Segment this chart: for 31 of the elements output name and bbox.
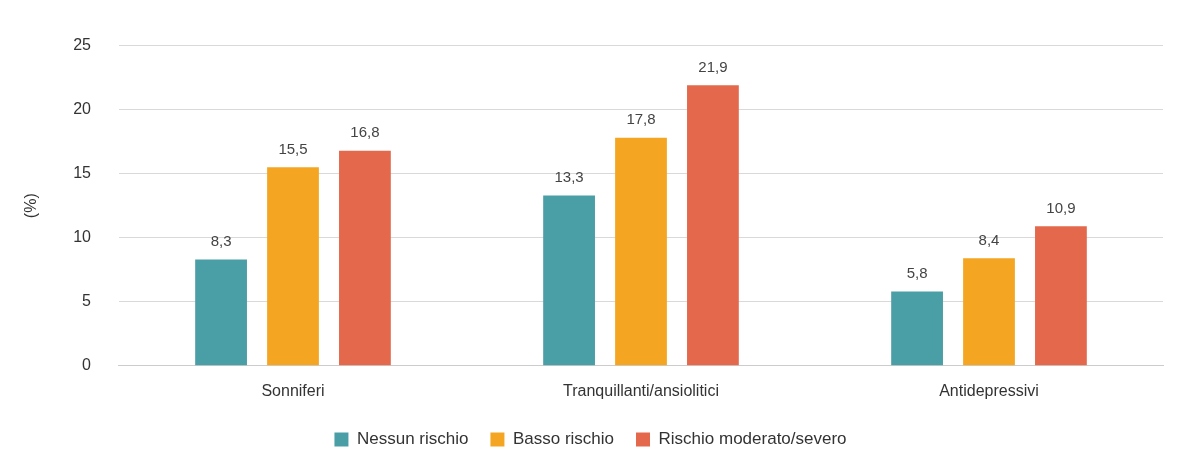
x-tick-label: Sonniferi [261, 381, 325, 399]
data-label: 21,9 [698, 57, 728, 75]
x-tick-label: Tranquillanti/ansiolitici [563, 381, 719, 399]
bar [339, 150, 391, 366]
data-label: 13,3 [554, 168, 584, 186]
y-tick-label: 15 [73, 164, 92, 182]
legend-label: Basso rischio [512, 429, 615, 449]
data-label: 17,8 [626, 110, 656, 128]
bar [963, 258, 1015, 366]
bar [1035, 226, 1087, 366]
legend-label: Nessun rischio [356, 429, 469, 449]
data-label: 16,8 [350, 123, 380, 141]
bar [267, 167, 319, 366]
y-tick-label: 20 [73, 100, 92, 118]
data-label: 10,9 [1046, 198, 1076, 216]
y-axis-title: (%) [22, 193, 40, 219]
bar [891, 291, 943, 366]
data-label: 8,4 [978, 230, 1000, 248]
y-tick-label: 25 [73, 36, 92, 54]
y-tick-label: 5 [82, 292, 92, 310]
y-tick-label: 10 [73, 228, 92, 246]
bar [195, 259, 247, 366]
bar [687, 85, 739, 366]
y-tick-label: 0 [82, 356, 92, 374]
data-label: 15,5 [278, 139, 308, 157]
bar [543, 195, 595, 366]
data-label: 8,3 [210, 232, 232, 250]
bar [615, 137, 667, 366]
data-label: 5,8 [906, 264, 928, 282]
x-tick-label: Antidepressivi [939, 381, 1039, 399]
legend-label: Rischio moderato/severo [658, 429, 847, 449]
